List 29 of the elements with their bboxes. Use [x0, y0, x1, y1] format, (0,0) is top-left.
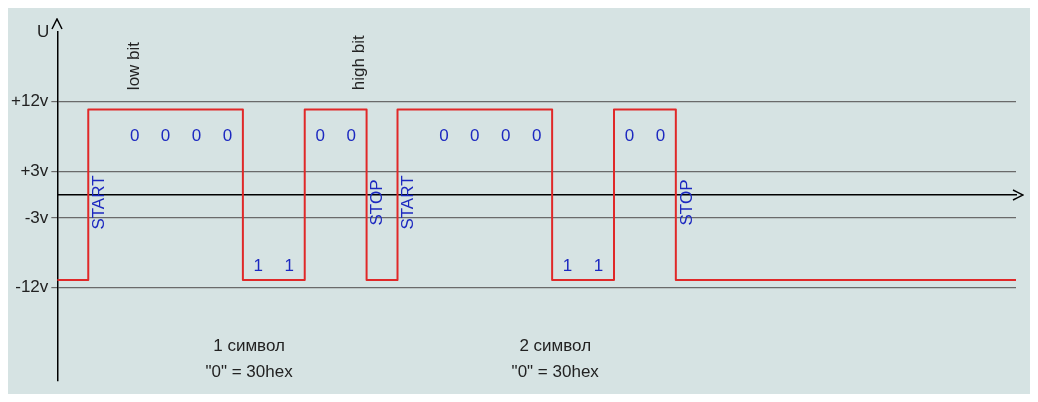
- annotation: STOP: [676, 179, 696, 226]
- annotation: 1 символ "0" = 30hex: [205, 335, 294, 381]
- annotation: 0: [346, 126, 356, 146]
- annotation: 0: [191, 126, 202, 146]
- annotation: 0: [315, 126, 325, 146]
- annotation: START: [398, 175, 418, 230]
- annotation: START: [88, 175, 108, 230]
- annotation: 0: [470, 126, 480, 146]
- y-tick-label: -12v: [15, 277, 49, 297]
- annotation: 1: [253, 255, 264, 275]
- annotation: 1: [284, 255, 295, 275]
- annotation: 0: [439, 126, 449, 146]
- annotation: 0: [655, 126, 666, 146]
- y-tick-label: -3v: [24, 207, 49, 227]
- annotation: STOP: [367, 179, 387, 226]
- y-axis-title: U: [37, 21, 50, 41]
- annotation: 1: [593, 255, 604, 275]
- annotation: 2 символ "0" = 30hex: [511, 335, 600, 381]
- annotation: 0: [501, 126, 511, 146]
- annotation: 0: [624, 126, 635, 146]
- annotation: 0: [222, 126, 233, 146]
- y-tick-label: +12v: [10, 91, 49, 111]
- annotation: high bit: [348, 35, 368, 91]
- annotation: 0: [160, 126, 171, 146]
- annotation: 1: [562, 255, 573, 275]
- annotation: 0: [531, 126, 542, 146]
- annotation: low bit: [124, 41, 144, 91]
- annotation: 0: [129, 126, 140, 146]
- y-tick-label: +3v: [20, 161, 49, 181]
